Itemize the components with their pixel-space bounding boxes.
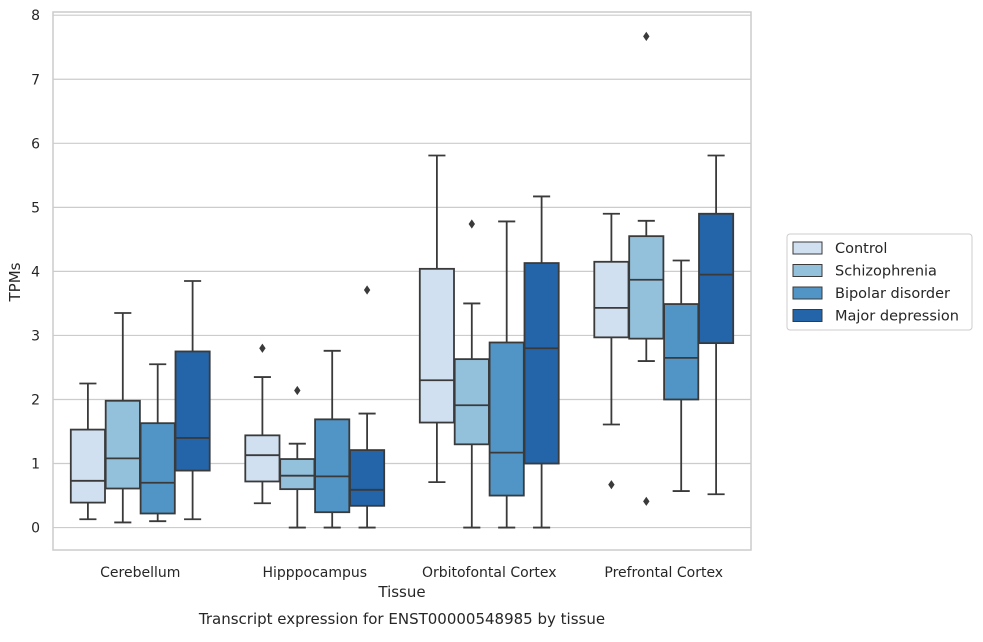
box-2-3 [523,195,560,529]
box-body [663,303,700,401]
box-body [628,235,665,340]
outlier-point [363,285,371,295]
box-body [279,458,316,491]
x-tick-label-2: Orbitofontal Cortex [422,565,557,581]
outlier-point [259,343,266,353]
y-tick-label-7: 7 [31,72,40,88]
box-0-0 [69,382,106,521]
legend-label-3: Major depression [835,309,959,325]
x-tick-label-0: Cerebellum [100,565,180,581]
box-body [349,449,386,507]
box-3-0 [593,212,630,490]
y-tick-label-5: 5 [31,200,40,216]
y-tick-label-0: 0 [31,521,40,537]
x-tick-label-1: Hipppocampus [262,565,367,581]
box-body [69,428,106,504]
box-body [523,262,560,465]
box-3-2 [663,259,700,492]
legend-items: Control Schizophrenia Bipolar disorder Majo… [792,241,959,325]
y-tick-label-1: 1 [31,457,40,473]
box-body [418,267,455,424]
legend-frame [786,233,973,331]
x-axis-title: Tissue [377,583,425,601]
y-tick-label-4: 4 [31,264,40,280]
legend: Control Schizophrenia Bipolar disorder Majo… [786,233,973,331]
box-3-1 [628,31,665,506]
box-body [244,434,281,483]
box-2-0 [418,154,455,484]
plot-frame [52,11,752,551]
box-1-3 [349,285,386,529]
legend-label-0: Control [835,241,887,257]
box-body [314,418,351,514]
box-body [139,422,176,515]
outlier-point [608,480,615,490]
x-axis-ticks: Cerebellum Hipppocampus Orbitofontal Corte… [100,565,723,581]
box-body [453,358,490,446]
box-1-2 [314,349,351,529]
outlier-point [643,496,650,506]
box-body [104,399,141,490]
box-1-0 [244,343,281,505]
y-tick-label-3: 3 [31,328,40,344]
box-body [174,350,211,472]
y-tick-label-2: 2 [31,392,40,408]
box-0-2 [139,363,176,523]
x-tick-label-3: Prefrontal Cortex [604,565,723,581]
box-2-1 [453,219,490,529]
box-body [698,212,735,345]
y-tick-label-6: 6 [31,136,40,152]
box-body [593,260,630,339]
chart-caption: Transcript expression for ENST0000054898… [198,610,605,628]
y-tick-label-8: 8 [31,8,40,24]
outlier-point [468,219,475,229]
box-body [488,341,525,497]
y-axis-ticks: 0 1 2 3 4 5 6 7 8 [31,8,40,536]
legend-label-2: Bipolar disorder [835,286,950,302]
box-0-3 [174,280,211,521]
legend-swatch-1 [792,264,823,277]
outlier-point [643,31,650,41]
box-1-1 [279,385,316,529]
boxes-layer [69,31,735,529]
legend-swatch-3 [792,309,823,322]
legend-label-1: Schizophrenia [835,264,937,280]
outlier-point [294,385,301,396]
legend-swatch-2 [792,286,823,300]
box-2-2 [488,220,525,529]
box-3-3 [698,154,735,496]
box-0-1 [104,312,141,524]
y-axis-title: TPMs [6,262,24,302]
legend-swatch-0 [792,241,823,255]
